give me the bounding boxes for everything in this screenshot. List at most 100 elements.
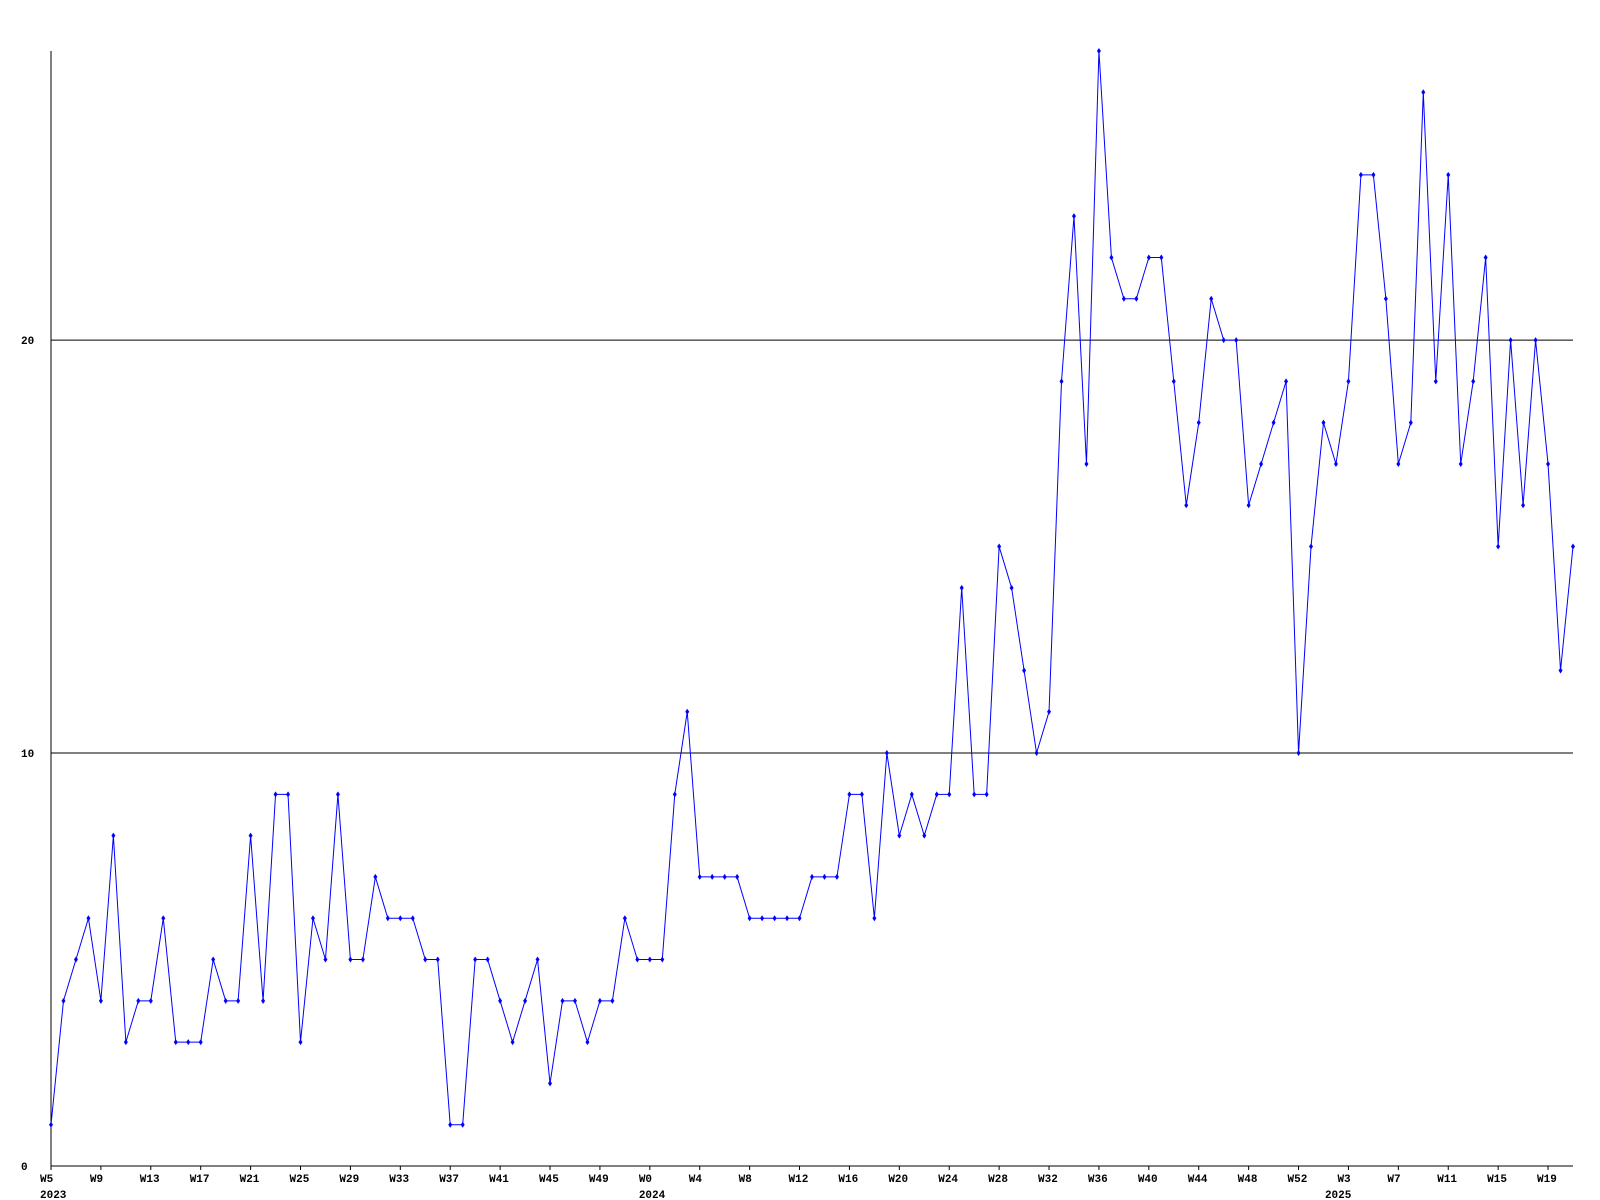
data-point bbox=[959, 584, 964, 591]
data-point bbox=[410, 915, 415, 922]
data-point bbox=[1171, 378, 1176, 385]
x-tick-label: W11 bbox=[1437, 1174, 1457, 1186]
data-point bbox=[1558, 667, 1563, 674]
data-point bbox=[872, 915, 877, 922]
data-point bbox=[1358, 171, 1363, 178]
data-point bbox=[1059, 378, 1064, 385]
data-point bbox=[136, 997, 141, 1004]
y-tick-label: 0 bbox=[21, 1162, 28, 1174]
data-point bbox=[834, 873, 839, 880]
data-point bbox=[98, 997, 103, 1004]
data-point bbox=[1284, 378, 1289, 385]
data-point bbox=[460, 1121, 465, 1128]
data-point bbox=[236, 997, 241, 1004]
data-point bbox=[909, 791, 914, 798]
year-label: 2025 bbox=[1325, 1190, 1352, 1200]
data-point bbox=[934, 791, 939, 798]
data-point bbox=[1383, 295, 1388, 302]
x-tick-label: W25 bbox=[290, 1174, 310, 1186]
data-point bbox=[435, 956, 440, 963]
data-point bbox=[984, 791, 989, 798]
x-tick-label: W16 bbox=[838, 1174, 858, 1186]
data-point bbox=[585, 1039, 590, 1046]
data-point bbox=[697, 873, 702, 880]
data-point bbox=[660, 956, 665, 963]
x-tick-label: W20 bbox=[888, 1174, 908, 1186]
data-point bbox=[772, 915, 777, 922]
data-point bbox=[810, 873, 814, 880]
data-point bbox=[1471, 378, 1476, 385]
data-point bbox=[1084, 460, 1089, 467]
x-tick-label: W36 bbox=[1088, 1174, 1108, 1186]
data-point bbox=[1159, 254, 1164, 261]
data-point bbox=[310, 915, 315, 922]
data-point bbox=[1022, 667, 1027, 674]
data-point bbox=[635, 956, 640, 963]
data-point bbox=[847, 791, 852, 798]
data-point bbox=[897, 832, 902, 839]
data-point bbox=[1508, 337, 1513, 344]
data-point bbox=[572, 997, 577, 1004]
data-point bbox=[647, 956, 652, 963]
x-tick-label: W48 bbox=[1238, 1174, 1258, 1186]
data-point bbox=[747, 915, 752, 922]
x-tick-label: W24 bbox=[938, 1174, 958, 1186]
data-point bbox=[385, 915, 390, 922]
data-point bbox=[261, 997, 266, 1004]
data-point bbox=[335, 791, 340, 798]
data-point bbox=[1271, 419, 1276, 426]
x-tick-label: W0 bbox=[639, 1174, 652, 1186]
data-point bbox=[1333, 460, 1338, 467]
data-point bbox=[1433, 378, 1438, 385]
x-tick-label: W13 bbox=[140, 1174, 160, 1186]
data-point bbox=[1196, 419, 1201, 426]
data-point bbox=[49, 1121, 53, 1128]
data-point bbox=[1296, 750, 1301, 757]
data-point bbox=[1109, 254, 1114, 261]
data-point bbox=[735, 873, 740, 880]
data-point bbox=[1421, 89, 1426, 96]
data-point bbox=[448, 1121, 453, 1128]
x-tick-label: W3 bbox=[1337, 1174, 1351, 1186]
data-point bbox=[722, 873, 727, 880]
data-point bbox=[1483, 254, 1488, 261]
data-point bbox=[822, 873, 827, 880]
data-line bbox=[50, 50, 1574, 1126]
data-point bbox=[1321, 419, 1326, 426]
x-tick-label: W52 bbox=[1288, 1174, 1308, 1186]
data-point bbox=[198, 1039, 203, 1046]
data-point bbox=[597, 997, 602, 1004]
data-point bbox=[1309, 543, 1314, 550]
x-tick-label: W8 bbox=[739, 1174, 753, 1186]
data-point bbox=[710, 873, 715, 880]
data-point bbox=[1533, 337, 1538, 344]
data-point bbox=[73, 956, 78, 963]
x-tick-label: W33 bbox=[389, 1174, 409, 1186]
data-point bbox=[485, 956, 490, 963]
data-point bbox=[186, 1039, 191, 1046]
x-tick-label: W19 bbox=[1537, 1174, 1557, 1186]
x-tick-label: W7 bbox=[1387, 1174, 1400, 1186]
data-point bbox=[785, 915, 790, 922]
x-tick-label: W49 bbox=[589, 1174, 609, 1186]
data-point bbox=[1184, 502, 1189, 509]
x-tick-label: W28 bbox=[988, 1174, 1008, 1186]
data-point bbox=[423, 956, 428, 963]
x-tick-label: W40 bbox=[1138, 1174, 1158, 1186]
data-point bbox=[1047, 708, 1052, 715]
x-tick-label: W4 bbox=[689, 1174, 703, 1186]
data-point bbox=[560, 997, 565, 1004]
data-point bbox=[161, 915, 166, 922]
data-point bbox=[1134, 295, 1139, 302]
data-point bbox=[173, 1039, 178, 1046]
data-point bbox=[298, 1039, 303, 1046]
data-point bbox=[398, 915, 403, 922]
data-point bbox=[348, 956, 353, 963]
data-point bbox=[373, 873, 378, 880]
data-point bbox=[1221, 337, 1226, 344]
data-point bbox=[1571, 543, 1575, 550]
y-tick-label: 10 bbox=[21, 749, 34, 761]
data-point bbox=[323, 956, 328, 963]
data-point bbox=[1034, 750, 1039, 757]
data-point bbox=[148, 997, 153, 1004]
